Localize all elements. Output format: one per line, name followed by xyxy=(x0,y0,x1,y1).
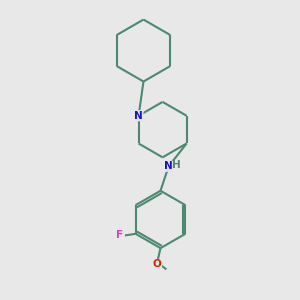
Text: N: N xyxy=(134,111,143,121)
Text: O: O xyxy=(153,260,162,269)
Text: N: N xyxy=(164,161,173,171)
Text: H: H xyxy=(172,160,181,170)
Text: F: F xyxy=(116,230,124,240)
